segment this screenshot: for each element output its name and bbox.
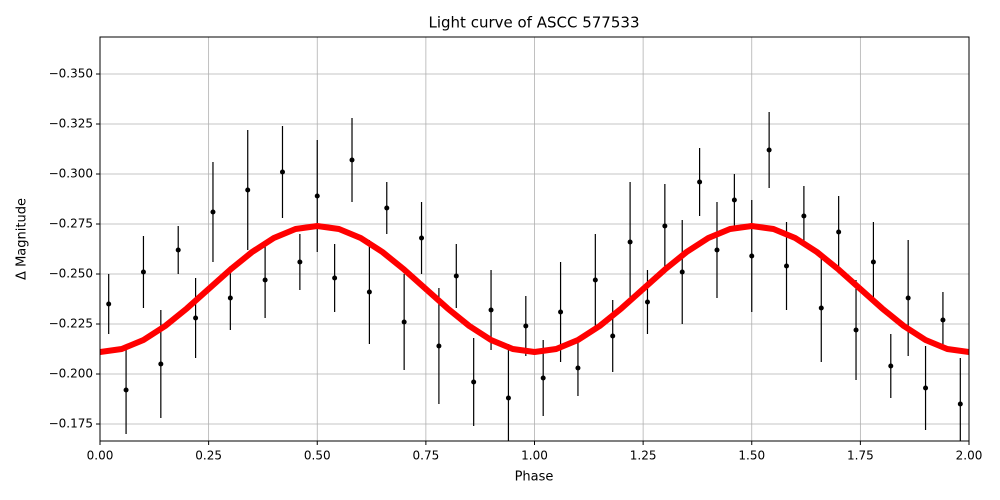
chart-title: Light curve of ASCC 577533 <box>429 14 640 32</box>
data-point <box>332 275 338 281</box>
data-point <box>262 277 268 283</box>
data-point <box>488 307 494 313</box>
data-point <box>227 295 233 301</box>
data-point <box>279 169 285 175</box>
x-axis-label: Phase <box>515 470 554 485</box>
y-tick-label: −0.175 <box>49 417 93 431</box>
data-point <box>749 253 755 259</box>
data-point <box>870 259 876 265</box>
x-tick-label: 1.25 <box>630 449 657 463</box>
plot-area <box>100 112 969 441</box>
data-point <box>384 205 390 211</box>
data-point <box>419 235 425 241</box>
data-point <box>610 333 616 339</box>
data-point <box>905 295 911 301</box>
x-tick-label: 0.00 <box>87 449 114 463</box>
data-point <box>106 301 112 307</box>
data-point <box>505 395 511 401</box>
data-point <box>679 269 685 275</box>
data-point <box>697 179 703 185</box>
data-point <box>923 385 929 391</box>
data-point <box>401 319 407 325</box>
data-point <box>436 343 442 349</box>
data-point <box>523 323 529 329</box>
data-point <box>123 387 129 393</box>
data-point <box>297 259 303 265</box>
data-point <box>836 229 842 235</box>
data-point <box>940 317 946 323</box>
data-point <box>801 213 807 219</box>
data-point <box>175 247 181 253</box>
data-point <box>210 209 216 215</box>
x-tick-label: 1.50 <box>738 449 765 463</box>
data-point <box>644 299 650 305</box>
data-point <box>731 197 737 203</box>
data-point <box>540 375 546 381</box>
data-point <box>471 379 477 385</box>
y-tick-label: −0.275 <box>49 217 93 231</box>
data-point <box>662 223 668 229</box>
data-point <box>784 263 790 269</box>
data-point <box>558 309 564 315</box>
data-point <box>314 193 320 199</box>
x-tick-label: 2.00 <box>956 449 983 463</box>
data-point <box>366 289 372 295</box>
x-tick-label: 1.00 <box>521 449 548 463</box>
data-point <box>853 327 859 333</box>
y-tick-label: −0.350 <box>49 67 93 81</box>
y-tick-label: −0.200 <box>49 367 93 381</box>
x-tick-label: 0.25 <box>195 449 222 463</box>
data-point <box>714 247 720 253</box>
trend-line <box>100 223 969 355</box>
data-point <box>766 147 772 153</box>
data-point <box>818 305 824 311</box>
data-point <box>888 363 894 369</box>
data-point <box>245 187 251 193</box>
y-tick-label: −0.325 <box>49 117 93 131</box>
data-point <box>140 269 146 275</box>
y-tick-label: −0.300 <box>49 167 93 181</box>
data-point <box>957 401 963 407</box>
x-tick-label: 1.75 <box>847 449 874 463</box>
x-tick-label: 0.50 <box>304 449 331 463</box>
data-point <box>193 315 199 321</box>
data-point <box>575 365 581 371</box>
data-point <box>453 273 459 279</box>
x-tick-label: 0.75 <box>413 449 440 463</box>
plot-frame <box>99 36 970 442</box>
y-axis-label: Δ Magnitude <box>15 198 30 280</box>
data-point <box>158 361 164 367</box>
data-point <box>627 239 633 245</box>
data-point <box>592 277 598 283</box>
y-tick-label: −0.225 <box>49 317 93 331</box>
data-point <box>349 157 355 163</box>
y-tick-label: −0.250 <box>49 267 93 281</box>
